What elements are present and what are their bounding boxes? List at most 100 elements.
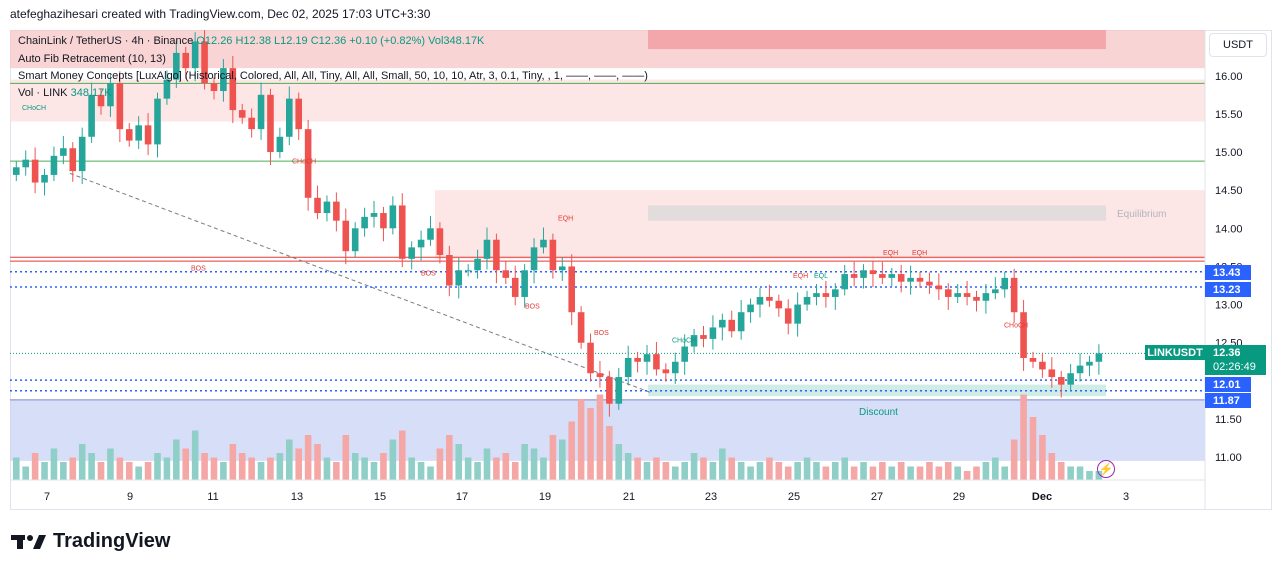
bolt-icon[interactable]: ⚡ [1097,460,1115,478]
candle-body [286,98,293,137]
candle-body [314,197,321,214]
candle-body [860,270,867,278]
volume-bar [191,430,199,480]
volume-bar [784,466,792,480]
volume-bar [323,457,331,480]
candle-body [879,274,886,278]
volume-bar [502,453,510,480]
volume-bar [201,453,208,480]
candle-body [587,342,594,374]
candle-body [728,319,736,332]
candle-body [88,94,95,137]
volume-bar [144,462,152,480]
candle-body [408,247,415,259]
volume-bar [879,462,886,480]
candle-body [577,312,585,343]
candle-body [653,354,660,370]
candle-body [455,270,463,286]
x-tick-label: 19 [539,491,551,503]
x-tick-label: 21 [623,491,635,503]
x-tick-label: 9 [127,491,133,503]
volume-bar [267,457,274,480]
x-tick-label: 27 [871,491,883,503]
smc-label: CHoCH [292,158,316,165]
volume-bar [1076,466,1084,480]
volume-bar [643,462,651,480]
volume-bar [935,466,943,480]
zone-equilibrium [648,205,1106,221]
volume-bar [747,466,754,480]
volume-bar [493,457,500,480]
candle-body [210,83,218,92]
volume-bar [238,453,246,480]
volume-bar [173,439,180,480]
x-tick-label: 13 [291,491,303,503]
volume-bar [540,457,547,480]
legend-smc[interactable]: Smart Money Concepts [LuxAlgo] (Historic… [18,70,648,82]
volume-bar [606,426,613,480]
chart-caption: atefeghazihesari created with TradingVie… [10,7,431,21]
y-tick-label: 14.00 [1215,223,1243,235]
candle-body [154,98,161,145]
candle-body [954,293,961,297]
candle-body [671,361,679,374]
volume-bar [860,462,867,480]
legend-fib[interactable]: Auto Fib Retracement (10, 13) [18,53,166,65]
candle-body [1039,361,1046,370]
candle-body [709,327,717,339]
currency-button[interactable]: USDT [1209,33,1267,57]
candle-body [173,52,180,80]
volume-bar [436,448,444,480]
candle-body [191,41,199,69]
volume-bar [671,466,679,480]
volume-bar [822,466,830,480]
candle-body [568,266,576,313]
volume-bar [756,462,764,480]
candle-body [540,239,547,248]
volume-bar [427,466,434,480]
candle-body [719,319,726,328]
volume-bar [615,444,623,480]
volume-bar [417,462,425,480]
candle-body [22,159,30,168]
candle-body [634,357,641,362]
volume-bar [1001,466,1009,480]
volume-bar [398,430,406,480]
candle-body [907,277,914,282]
volume-bar [944,462,952,480]
volume-bar [963,471,971,480]
volume-bar [1067,466,1074,480]
candle-body [615,377,623,404]
volume-bar [22,466,30,480]
volume-bar [286,439,293,480]
smc-label: BOS [525,303,540,310]
candle-body [125,129,133,141]
candle-body [766,296,773,301]
zone-supply2 [435,190,1205,259]
legend-symbol[interactable]: ChainLink / TetherUS · 4h · Binance O12.… [18,35,484,47]
volume-bar [163,457,171,480]
legend-volume[interactable]: Vol · LINK 348.17K [18,87,112,99]
volume-bar [351,453,359,480]
candle-body [276,136,284,153]
smc-label: BOS [594,330,609,337]
candle-body [832,289,839,297]
candle-body [229,68,237,111]
volume-bar [97,462,105,480]
candle-body [351,228,359,252]
candle-body [464,270,472,272]
tradingview-logo[interactable]: TradingView [11,530,170,553]
candle-body [483,239,491,259]
candle-body [1086,361,1093,366]
volume-bar [446,435,453,480]
volume-bar [1048,453,1056,480]
smc-label: CHoCH [1004,322,1028,329]
volume-bar [982,462,990,480]
candle-body [389,205,397,229]
candle-body [869,270,877,275]
candle-body [370,213,378,217]
candle-body [380,213,387,229]
volume-bar [483,448,491,480]
candlestick-chart[interactable]: CHoCH CHoCH BOS BOS BOS BOS EQH EQH EQH EQH EQL CHo… [10,30,1272,510]
volume-bar [182,448,190,480]
